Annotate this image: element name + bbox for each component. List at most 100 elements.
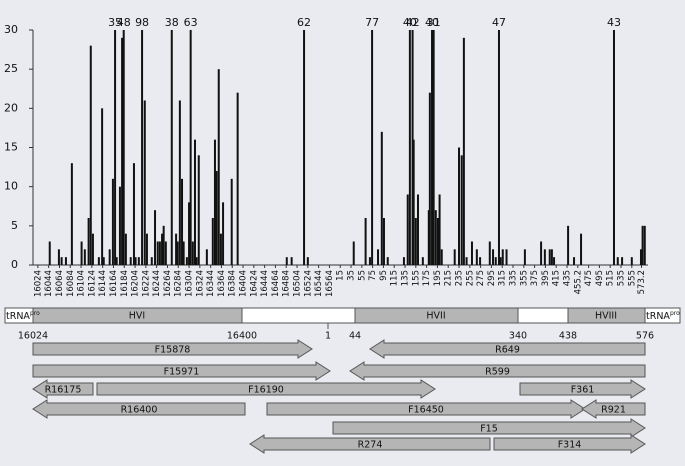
- bar: [408, 30, 411, 265]
- primer-label: R921: [601, 405, 626, 416]
- bar: [567, 225, 570, 265]
- bar: [432, 30, 435, 265]
- bar: [380, 131, 383, 265]
- x-tick-label: 315: [498, 270, 508, 286]
- bar: [497, 30, 500, 265]
- x-tick-label: 215: [444, 270, 454, 286]
- position-label: 16024: [18, 331, 48, 342]
- bar: [523, 249, 526, 265]
- bar: [230, 178, 233, 265]
- x-tick-label: 16444: [260, 270, 270, 297]
- x-tick-label: 16204: [131, 270, 141, 297]
- overflow-label: 77: [365, 16, 379, 29]
- x-tick-label: 16144: [98, 270, 108, 297]
- bar: [101, 108, 104, 265]
- x-tick-label: 375: [530, 270, 540, 286]
- x-tick-label: 175: [422, 270, 432, 286]
- x-tick-label: 16284: [174, 270, 184, 297]
- primer-label: F314: [558, 440, 582, 451]
- bar: [411, 30, 414, 265]
- bar: [176, 241, 179, 265]
- bar: [460, 155, 463, 265]
- x-tick-label: 135: [401, 270, 411, 286]
- x-tick-label: 515: [606, 270, 616, 286]
- bar: [488, 241, 491, 265]
- bar: [161, 233, 164, 265]
- bar: [412, 139, 415, 265]
- bar: [580, 233, 583, 265]
- x-tick-label: 435: [563, 270, 573, 286]
- primer-label: F361: [571, 385, 595, 396]
- bar: [421, 257, 424, 265]
- x-tick-label: 16424: [249, 270, 259, 297]
- primer-arrow: [493, 434, 646, 454]
- x-tick-label: 55: [357, 270, 367, 281]
- bar: [134, 257, 137, 265]
- x-tick-label: 335: [509, 270, 519, 286]
- bar: [189, 30, 192, 265]
- bar: [129, 257, 132, 265]
- y-tick-label: 10: [4, 180, 18, 193]
- bar: [494, 257, 497, 265]
- x-tick-label: 573.2: [637, 270, 647, 294]
- bar: [158, 241, 161, 265]
- position-label: 438: [559, 331, 577, 342]
- x-tick-label: 15: [336, 270, 346, 281]
- x-tick-label: 155: [411, 270, 421, 286]
- x-tick-label: 16184: [120, 270, 130, 297]
- bar: [211, 218, 214, 265]
- x-tick-label: 16044: [44, 270, 54, 297]
- position-label: 16400: [227, 331, 257, 342]
- track: tRNApro tRNApro HVI HVII HVIII 16024 164…: [4, 307, 681, 342]
- bar: [416, 194, 419, 265]
- bar: [150, 257, 153, 265]
- bar: [188, 202, 191, 265]
- bar: [550, 249, 553, 265]
- bar: [236, 92, 239, 266]
- bar: [137, 257, 140, 265]
- x-tick-label: 16304: [185, 270, 195, 297]
- bar: [83, 249, 86, 265]
- bar: [143, 100, 146, 265]
- x-tick-label: 535: [617, 270, 627, 286]
- bar: [406, 194, 409, 265]
- bar: [175, 233, 178, 265]
- y-tick-label: 5: [11, 219, 18, 232]
- primer-arrow: [581, 399, 646, 419]
- x-tick-label: 35: [347, 270, 357, 281]
- x-tick-label: 195: [433, 270, 443, 286]
- x-tick-label: 16564: [325, 270, 335, 297]
- x-tick-label: 16344: [206, 270, 216, 297]
- overflow-label: 43: [607, 16, 621, 29]
- bar: [195, 257, 198, 265]
- overflow-label: 48: [117, 16, 131, 29]
- primer-arrow: [32, 361, 331, 381]
- overflow-label: 98: [135, 16, 149, 29]
- bar: [64, 257, 67, 265]
- primer-label: R16400: [121, 405, 158, 416]
- bar: [436, 218, 439, 265]
- overflow-label: 40: [403, 16, 417, 29]
- bar: [181, 178, 184, 265]
- bar: [122, 30, 125, 265]
- x-tick-label: 295: [487, 270, 497, 286]
- x-tick-label: 16324: [195, 270, 205, 297]
- bar: [386, 257, 389, 265]
- bar: [462, 37, 465, 266]
- bar: [639, 249, 642, 265]
- bar: [543, 249, 546, 265]
- bar: [108, 249, 111, 265]
- y-tick-label: 20: [4, 101, 18, 114]
- bar: [193, 139, 196, 265]
- overflow-label: 42: [406, 16, 420, 29]
- bar: [70, 163, 73, 265]
- bar: [89, 45, 92, 265]
- x-tick-label: 16504: [293, 270, 303, 297]
- x-tick-label: 16384: [228, 270, 238, 297]
- y-tick-label: 0: [11, 258, 18, 271]
- bar: [285, 257, 288, 265]
- primer-arrow: [32, 399, 246, 419]
- x-tick-label: 16264: [163, 270, 173, 297]
- bar: [414, 218, 417, 265]
- bar: [91, 233, 94, 265]
